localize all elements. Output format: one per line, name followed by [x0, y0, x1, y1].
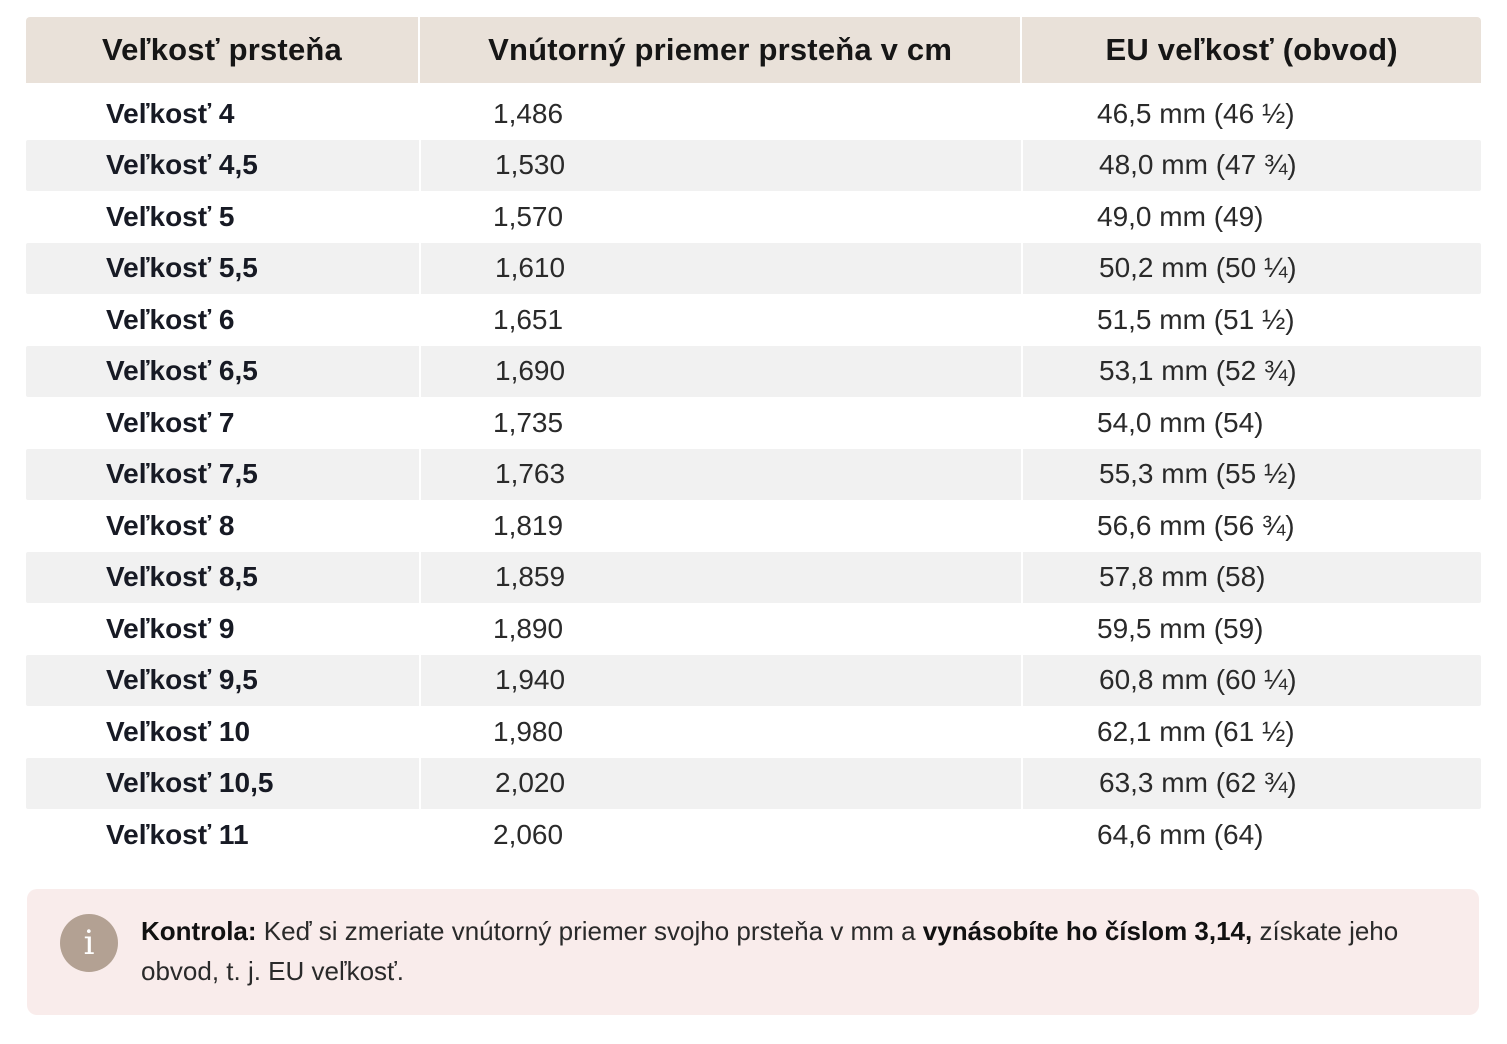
- ring-size-cell: Veľkosť 4: [106, 97, 235, 129]
- inner-diameter-cell: 1,570: [493, 200, 564, 232]
- note-text: Kontrola: Keď si zmeriate vnútorný priem…: [141, 911, 1461, 991]
- table-row: Veľkosť 6 1,651 51,5 mm (51 ½): [26, 294, 1481, 346]
- ring-size-table: Veľkosť prsteňa Vnútorný priemer prsteňa…: [26, 17, 1481, 861]
- ring-size-cell: Veľkosť 5: [106, 200, 235, 232]
- table-row: Veľkosť 7 1,735 54,0 mm (54): [26, 397, 1481, 449]
- eu-size-cell: 63,3 mm (62 ¾): [1021, 757, 1481, 809]
- table-row: Veľkosť 5,5 1,610 50,2 mm (50 ¼): [26, 242, 1481, 294]
- eu-size-cell: 59,5 mm (59): [1097, 612, 1264, 644]
- info-icon: i: [60, 914, 118, 972]
- inner-diameter-cell: 1,940: [419, 654, 1021, 706]
- inner-diameter-cell: 1,735: [493, 406, 564, 438]
- ring-size-cell: Veľkosť 11: [106, 818, 249, 850]
- table-row: Veľkosť 6,5 1,690 53,1 mm (52 ¾): [26, 345, 1481, 397]
- table-row: Veľkosť 7,5 1,763 55,3 mm (55 ½): [26, 448, 1481, 500]
- table-row: Veľkosť 9 1,890 59,5 mm (59): [26, 603, 1481, 655]
- eu-size-cell: 51,5 mm (51 ½): [1097, 303, 1295, 335]
- note-text-after: získate jeho obvod, t. j. EU veľkosť.: [141, 916, 1399, 986]
- inner-diameter-cell: 1,980: [493, 715, 564, 747]
- note-text-before: Keď si zmeriate vnútorný priemer svojho …: [256, 916, 923, 946]
- note-label: Kontrola:: [141, 916, 257, 946]
- eu-size-cell: 57,8 mm (58): [1021, 551, 1481, 603]
- inner-diameter-cell: 2,060: [493, 818, 564, 850]
- info-note: i Kontrola: Keď si zmeriate vnútorný pri…: [27, 889, 1479, 1015]
- header-inner-diameter: Vnútorný priemer prsteňa v cm: [417, 17, 1020, 83]
- ring-size-cell: Veľkosť 9: [106, 612, 235, 644]
- table-row: Veľkosť 8 1,819 56,6 mm (56 ¾): [26, 500, 1481, 552]
- inner-diameter-cell: 1,690: [419, 345, 1021, 397]
- eu-size-cell: 53,1 mm (52 ¾): [1021, 345, 1481, 397]
- ring-size-cell: Veľkosť 10,5: [106, 767, 274, 799]
- eu-size-cell: 64,6 mm (64): [1097, 818, 1264, 850]
- table-row: Veľkosť 8,5 1,859 57,8 mm (58): [26, 551, 1481, 603]
- table-row: Veľkosť 11 2,060 64,6 mm (64): [26, 809, 1481, 861]
- inner-diameter-cell: 2,020: [419, 757, 1021, 809]
- table-row: Veľkosť 4 1,486 46,5 mm (46 ½): [26, 88, 1481, 140]
- eu-size-cell: 50,2 mm (50 ¼): [1021, 242, 1481, 294]
- eu-size-cell: 56,6 mm (56 ¾): [1097, 509, 1295, 541]
- ring-size-cell: Veľkosť 6,5: [106, 355, 258, 387]
- inner-diameter-cell: 1,530: [419, 139, 1021, 191]
- ring-size-cell: Veľkosť 6: [106, 303, 235, 335]
- inner-diameter-cell: 1,819: [493, 509, 564, 541]
- table-body: Veľkosť 4 1,486 46,5 mm (46 ½) Veľkosť 4,5 1…: [26, 88, 1481, 861]
- ring-size-cell: Veľkosť 7,5: [106, 458, 258, 490]
- note-emphasis: vynásobíte ho číslom 3,14,: [922, 916, 1253, 946]
- eu-size-cell: 46,5 mm (46 ½): [1097, 97, 1295, 129]
- ring-size-cell: Veľkosť 8: [106, 509, 235, 541]
- inner-diameter-cell: 1,890: [493, 612, 564, 644]
- table-row: Veľkosť 9,5 1,940 60,8 mm (60 ¼): [26, 654, 1481, 706]
- eu-size-cell: 54,0 mm (54): [1097, 406, 1264, 438]
- ring-size-cell: Veľkosť 8,5: [106, 561, 258, 593]
- header-ring-size: Veľkosť prsteňa: [101, 32, 342, 67]
- header-eu-size: EU veľkosť (obvod): [1020, 17, 1481, 83]
- ring-size-cell: Veľkosť 7: [106, 406, 235, 438]
- inner-diameter-cell: 1,486: [493, 97, 564, 129]
- table-row: Veľkosť 5 1,570 49,0 mm (49): [26, 191, 1481, 243]
- eu-size-cell: 55,3 mm (55 ½): [1021, 448, 1481, 500]
- table-header: Veľkosť prsteňa Vnútorný priemer prsteňa…: [26, 17, 1481, 83]
- ring-size-cell: Veľkosť 4,5: [106, 149, 258, 181]
- ring-size-cell: Veľkosť 10: [106, 715, 251, 747]
- inner-diameter-cell: 1,610: [419, 242, 1021, 294]
- eu-size-cell: 49,0 mm (49): [1097, 200, 1264, 232]
- inner-diameter-cell: 1,763: [419, 448, 1021, 500]
- inner-diameter-cell: 1,651: [493, 303, 564, 335]
- eu-size-cell: 48,0 mm (47 ¾): [1021, 139, 1481, 191]
- eu-size-cell: 60,8 mm (60 ¼): [1021, 654, 1481, 706]
- table-row: Veľkosť 10 1,980 62,1 mm (61 ½): [26, 706, 1481, 758]
- ring-size-cell: Veľkosť 9,5: [106, 664, 258, 696]
- inner-diameter-cell: 1,859: [419, 551, 1021, 603]
- eu-size-cell: 62,1 mm (61 ½): [1097, 715, 1295, 747]
- table-row: Veľkosť 4,5 1,530 48,0 mm (47 ¾): [26, 139, 1481, 191]
- ring-size-cell: Veľkosť 5,5: [106, 252, 258, 284]
- table-row: Veľkosť 10,5 2,020 63,3 mm (62 ¾): [26, 757, 1481, 809]
